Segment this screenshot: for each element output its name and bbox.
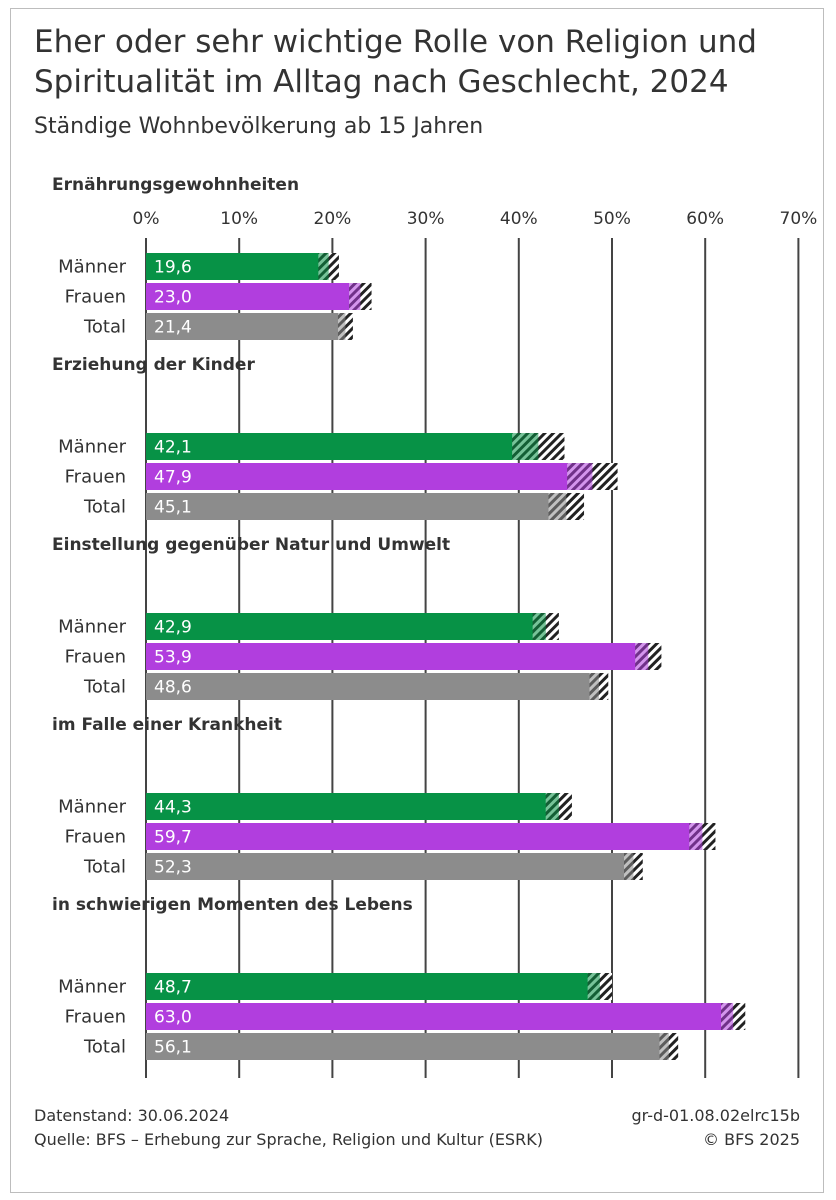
bar xyxy=(146,433,539,460)
footer-right: gr-d-01.08.02elrc15b © BFS 2025 xyxy=(632,1104,801,1152)
data-label: 53,9 xyxy=(154,648,192,668)
confidence-interval-overlay xyxy=(689,823,703,850)
x-tick-label: 20% xyxy=(314,209,352,229)
confidence-interval-overlay xyxy=(318,253,329,280)
x-tick-label: 60% xyxy=(686,209,724,229)
confidence-interval-overlay xyxy=(587,973,600,1000)
x-tick-label: 10% xyxy=(220,209,258,229)
category-label: Frauen xyxy=(65,647,126,668)
data-label: 63,0 xyxy=(154,1008,192,1028)
bar xyxy=(146,613,546,640)
bar xyxy=(146,823,703,850)
data-label: 56,1 xyxy=(154,1038,192,1058)
footer-datenstand: Datenstand: 30.06.2024 xyxy=(34,1106,230,1125)
category-label: Frauen xyxy=(65,1007,126,1028)
category-label: Total xyxy=(83,857,126,878)
bar xyxy=(146,1003,734,1030)
data-label: 48,6 xyxy=(154,678,192,698)
category-label: Frauen xyxy=(65,827,126,848)
category-label: Männer xyxy=(58,257,126,278)
data-label: 52,3 xyxy=(154,858,192,878)
bar xyxy=(146,643,649,670)
confidence-interval-overlay xyxy=(721,1003,734,1030)
category-label: Total xyxy=(83,497,126,518)
group-title: Ernährungsgewohnheiten xyxy=(52,175,299,195)
confidence-interval-overlay xyxy=(624,853,634,880)
data-label: 48,7 xyxy=(154,978,192,998)
category-label: Total xyxy=(83,677,126,698)
bar xyxy=(146,283,361,310)
bar xyxy=(146,253,329,280)
bar xyxy=(146,973,600,1000)
footer-left: Datenstand: 30.06.2024 Quelle: BFS – Erh… xyxy=(34,1104,594,1152)
chart-frame xyxy=(10,8,824,1193)
category-label: Männer xyxy=(58,797,126,818)
bar xyxy=(146,313,346,340)
bar xyxy=(146,493,567,520)
category-label: Männer xyxy=(58,617,126,638)
category-label: Total xyxy=(83,1037,126,1058)
confidence-interval-overlay xyxy=(532,613,546,640)
confidence-interval-overlay xyxy=(548,493,567,520)
footer-copyright: © BFS 2025 xyxy=(703,1130,800,1149)
confidence-interval-overlay xyxy=(512,433,539,460)
confidence-interval-overlay xyxy=(635,643,649,670)
bar xyxy=(146,673,599,700)
chart-title: Eher oder sehr wichtige Rolle von Religi… xyxy=(34,24,757,100)
group-title: in schwierigen Momenten des Lebens xyxy=(52,895,413,915)
data-label: 45,1 xyxy=(154,498,192,518)
confidence-interval-overlay xyxy=(545,793,559,820)
footer-quelle: Quelle: BFS – Erhebung zur Sprache, Reli… xyxy=(34,1130,543,1149)
bar xyxy=(146,793,559,820)
confidence-interval-overlay xyxy=(589,673,599,700)
x-tick-label: 0% xyxy=(133,209,160,229)
data-label: 19,6 xyxy=(154,258,192,278)
category-label: Total xyxy=(83,317,126,338)
confidence-interval-overlay xyxy=(567,463,593,490)
category-label: Frauen xyxy=(65,467,126,488)
bar xyxy=(146,463,593,490)
data-label: 47,9 xyxy=(154,468,192,488)
group-title: im Falle einer Krankheit xyxy=(52,715,282,735)
category-label: Männer xyxy=(58,437,126,458)
data-label: 21,4 xyxy=(154,318,192,338)
chart-subtitle: Ständige Wohnbevölkerung ab 15 Jahren xyxy=(34,114,484,139)
x-tick-label: 30% xyxy=(407,209,445,229)
data-label: 42,9 xyxy=(154,618,192,638)
data-label: 59,7 xyxy=(154,828,192,848)
data-label: 44,3 xyxy=(154,798,192,818)
x-tick-label: 70% xyxy=(780,209,818,229)
confidence-interval-overlay xyxy=(337,313,346,340)
bar xyxy=(146,1033,669,1060)
x-tick-label: 40% xyxy=(500,209,538,229)
footer-code: gr-d-01.08.02elrc15b xyxy=(631,1106,801,1125)
group-title: Einstellung gegenüber Natur und Umwelt xyxy=(52,535,450,555)
x-tick-label: 50% xyxy=(593,209,631,229)
group-title: Erziehung der Kinder xyxy=(52,355,255,375)
confidence-interval-overlay xyxy=(659,1033,669,1060)
category-label: Frauen xyxy=(65,287,126,308)
bar xyxy=(146,853,634,880)
data-label: 42,1 xyxy=(154,438,192,458)
data-label: 23,0 xyxy=(154,288,192,308)
category-label: Männer xyxy=(58,977,126,998)
confidence-interval-overlay xyxy=(349,283,361,310)
